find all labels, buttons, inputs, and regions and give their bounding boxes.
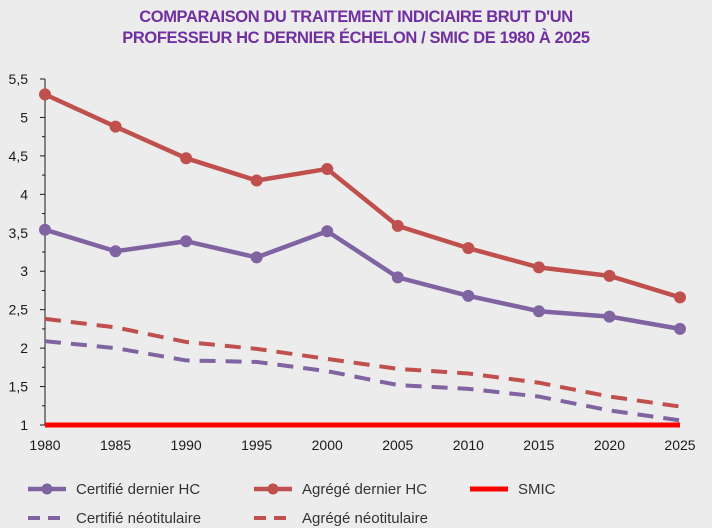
x-tick-label: 1990 (171, 437, 202, 453)
x-tick-label: 2000 (312, 437, 343, 453)
legend-marker-2 (267, 483, 279, 495)
data-point (250, 251, 263, 264)
data-point (462, 242, 475, 255)
data-point (250, 174, 263, 187)
data-point (321, 225, 334, 238)
data-point (391, 271, 404, 284)
x-tick-label: 1995 (241, 437, 272, 453)
legend-label-2: Agrégé dernier HC (302, 481, 427, 498)
data-point (462, 289, 475, 302)
y-tick-label: 1 (20, 417, 28, 433)
data-point (603, 310, 616, 323)
chart-title-line-2: PROFESSEUR HC DERNIER ÉCHELON / SMIC DE … (122, 29, 590, 47)
data-point (674, 291, 686, 304)
y-tick-label: 4,5 (9, 148, 29, 164)
x-tick-label: 1980 (29, 437, 60, 453)
x-tick-label: 2020 (594, 437, 625, 453)
data-point (109, 245, 122, 258)
x-tick-label: 2015 (523, 437, 554, 453)
data-point (603, 269, 616, 282)
data-point (532, 261, 545, 274)
x-tick-label: 2010 (453, 437, 484, 453)
series-line-4 (44, 339, 681, 423)
chart-title-line-1: COMPARAISON DU TRAITEMENT INDICIAIRE BRU… (139, 8, 573, 26)
y-tick-label: 3 (20, 263, 28, 279)
data-point (391, 219, 404, 232)
legend-label-4: Certifié néotitulaire (76, 510, 201, 527)
y-tick-label: 2 (20, 340, 28, 356)
data-point (180, 235, 193, 248)
y-tick-label: 5,5 (9, 71, 29, 87)
data-point (180, 152, 193, 165)
data-point (39, 88, 51, 101)
data-point (674, 322, 686, 335)
x-tick-label: 2005 (382, 437, 413, 453)
x-tick-label: 2025 (664, 437, 695, 453)
y-tick-label: 3,5 (9, 225, 29, 241)
legend-label-3: SMIC (518, 481, 556, 498)
y-tick-label: 1,5 (9, 379, 29, 395)
data-point (39, 223, 51, 236)
legend-marker-1 (41, 483, 53, 495)
y-tick-label: 5 (20, 109, 28, 125)
legend-label-1: Certifié dernier HC (76, 481, 200, 498)
data-point (321, 162, 334, 175)
y-tick-label: 4 (20, 186, 28, 202)
series-line-2 (44, 92, 681, 300)
data-point (109, 120, 122, 133)
x-tick-label: 1985 (100, 437, 131, 453)
series-line-1 (44, 227, 681, 332)
legend-label-5: Agrégé néotitulaire (302, 510, 428, 527)
series-line-5 (44, 316, 681, 409)
y-tick-label: 2,5 (9, 302, 29, 318)
data-point (532, 305, 545, 318)
chart-title: COMPARAISON DU TRAITEMENT INDICIAIRE BRU… (0, 7, 712, 49)
